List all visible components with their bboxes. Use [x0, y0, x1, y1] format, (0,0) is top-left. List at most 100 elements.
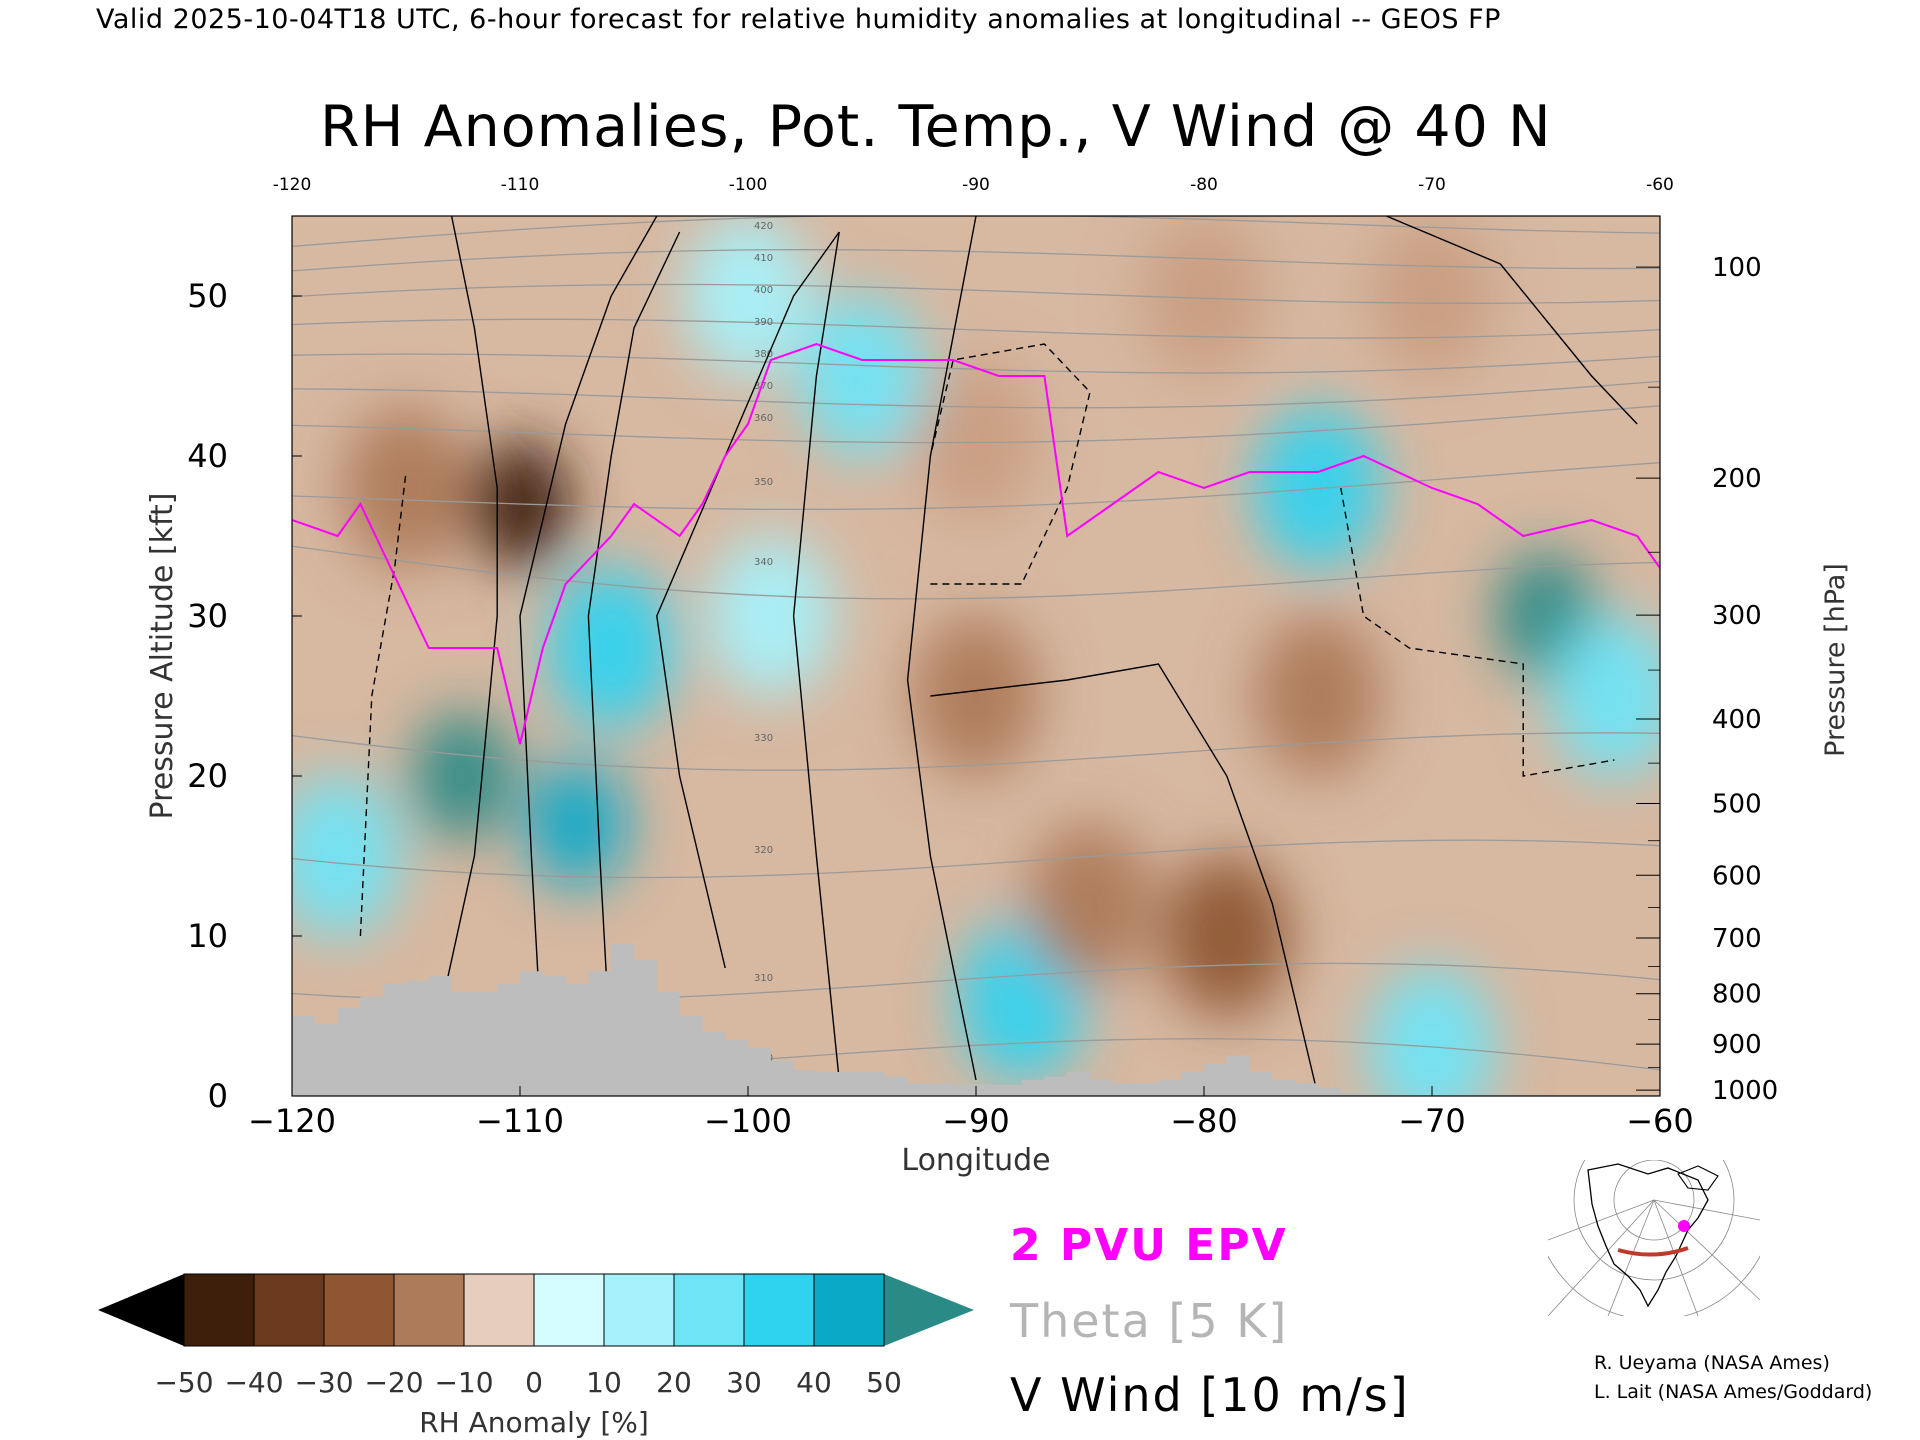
credit-line-2: L. Lait (NASA Ames/Goddard): [1594, 1381, 1873, 1403]
rh-anomaly-cell: [912, 614, 1040, 778]
rh-anomaly-field: [292, 216, 1660, 1096]
rh-anomaly-cell: [1140, 216, 1268, 378]
colorbar-tick-label: −10: [434, 1366, 493, 1399]
colorbar-segment: [254, 1274, 324, 1346]
colorbar-segment: [744, 1274, 814, 1346]
theta-contour-line: [292, 249, 1660, 272]
theta-contour-label: 340: [754, 557, 773, 568]
colorbar-segment: [814, 1274, 884, 1346]
x-tick-label-bottom: −120: [248, 1102, 336, 1140]
x-tick-label-top: -90: [962, 175, 990, 195]
x-tick-label-bottom: −70: [1398, 1102, 1466, 1140]
pressure-tick-label: 300: [1712, 601, 1762, 631]
rh-anomaly-cell: [342, 406, 470, 570]
colorbar-segment: [464, 1274, 534, 1346]
vwind-contour-line: [587, 231, 681, 1065]
vwind-contour-line: [906, 216, 977, 1081]
x-tick-label-top: -120: [273, 175, 312, 195]
colorbar-segment: [674, 1274, 744, 1346]
vwind-contours: [359, 216, 1638, 1096]
vwind-contour-line: [930, 663, 1319, 1096]
colorbar-tick-label: 50: [866, 1366, 902, 1399]
theta-contour-line: [292, 353, 1660, 374]
y-tick-label-left: 50: [187, 277, 228, 315]
colorbar-tick-label: 10: [586, 1366, 622, 1399]
north-america-polar-map-icon: [1548, 1160, 1760, 1316]
colorbar-tick-label: 40: [796, 1366, 832, 1399]
pressure-tick-label: 600: [1712, 861, 1762, 891]
chart-title: RH Anomalies, Pot. Temp., V Wind @ 40 N: [320, 94, 1552, 160]
axes: −120 -120 −110 -110 −100 -100 −90 -90 −80 -80 −70 -…: [145, 175, 1851, 1178]
rh-anomaly-cell: [707, 534, 835, 698]
theta-contour-line: [292, 283, 1660, 304]
colorbar-tick-label: −50: [154, 1366, 213, 1399]
theta-contour-label: 410: [754, 253, 773, 264]
x-tick-label-top: -110: [501, 175, 540, 195]
y-axis-label-right: Pressure [hPa]: [1820, 563, 1851, 757]
x-tick-label-top: -70: [1418, 175, 1446, 195]
colorbar-segment: [604, 1274, 674, 1346]
colorbar-segment: [184, 1274, 254, 1346]
theta-contour-label: 370: [754, 381, 773, 392]
pressure-tick-label: 500: [1712, 790, 1762, 820]
rh-anomaly-cell: [1026, 822, 1154, 986]
theta-contour-line: [292, 545, 1660, 600]
x-tick-label-bottom: −100: [704, 1102, 792, 1140]
vwind-contour-line: [1340, 487, 1615, 777]
theta-contour-line: [292, 380, 1660, 409]
pressure-tick-label: 800: [1712, 980, 1762, 1010]
terrain-mask-area: [292, 944, 1410, 1096]
vwind-contour-line: [792, 231, 840, 1081]
vwind-contour-line: [656, 231, 840, 969]
theta-contour-label: 310: [754, 973, 773, 984]
colorbar-segment: [324, 1274, 394, 1346]
y-tick-label-left: 20: [187, 757, 228, 795]
rh-anomaly-cell: [1163, 854, 1291, 1018]
rh-anomaly-cell: [1368, 966, 1496, 1096]
x-tick-label-bottom: −60: [1626, 1102, 1694, 1140]
theta-contour-label: 350: [754, 477, 773, 488]
rh-anomaly-cell: [912, 358, 1040, 522]
x-tick-label-bottom: −90: [942, 1102, 1010, 1140]
colorbar-tick-label: 0: [525, 1366, 543, 1399]
colorbar-tick-label: 30: [726, 1366, 762, 1399]
rh-anomaly-cell: [798, 294, 926, 458]
vwind-contour-line: [359, 471, 407, 937]
pressure-tick-label: 200: [1712, 464, 1762, 494]
theta-contour-label: 380: [754, 349, 773, 360]
pressure-tick-label: 1000: [1712, 1076, 1778, 1106]
theta-contour-line: [292, 732, 1660, 771]
credit-line-1: R. Ueyama (NASA Ames): [1594, 1352, 1830, 1374]
vwind-contour-line: [519, 216, 658, 1065]
legend-theta: Theta [5 K]: [1010, 1294, 1289, 1348]
theta-contour-line: [292, 216, 1660, 248]
x-tick-label-top: -80: [1190, 175, 1218, 195]
rh-anomaly-cell: [547, 566, 675, 730]
rh-anomaly-cell: [1254, 614, 1382, 778]
colorbar-segment: [534, 1274, 604, 1346]
colorbar-tick-label: −40: [224, 1366, 283, 1399]
legend-epv: 2 PVU EPV: [1010, 1220, 1288, 1271]
theta-contour-label: 320: [754, 845, 773, 856]
vwind-contour-line: [428, 216, 498, 1065]
x-tick-label-top: -100: [729, 175, 768, 195]
colorbar-tick-label: −30: [294, 1366, 353, 1399]
theta-contour-line: [292, 318, 1660, 339]
theta-contour-line: [292, 405, 1660, 444]
theta-contour-line: [292, 462, 1660, 511]
rh-anomaly-cell: [526, 759, 628, 889]
x-tick-label-bottom: −110: [476, 1102, 564, 1140]
colorbar-segment: [394, 1274, 464, 1346]
valid-time-caption: Valid 2025-10-04T18 UTC, 6-hour forecast…: [96, 4, 1501, 35]
rh-anomaly-cell: [1368, 216, 1496, 378]
pressure-tick-label: 900: [1712, 1030, 1762, 1060]
pressure-tick-label: 400: [1712, 705, 1762, 735]
theta-contour-label: 330: [754, 733, 773, 744]
y-tick-label-left: 0: [208, 1077, 228, 1115]
rh-anomaly-cell: [684, 216, 812, 378]
theta-contour-label: 420: [754, 221, 773, 232]
theta-contour-label: 390: [754, 317, 773, 328]
epv-2pvu-line: [292, 342, 1660, 745]
rh-anomaly-cell: [1550, 614, 1660, 778]
